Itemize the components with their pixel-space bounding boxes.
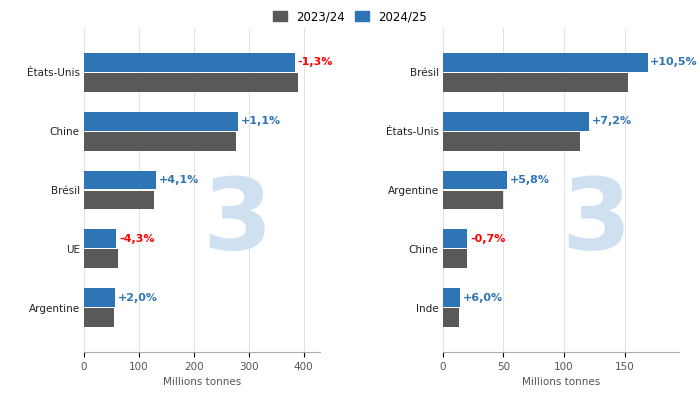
Bar bbox=[84, 190, 154, 210]
Bar bbox=[84, 112, 238, 130]
X-axis label: Millions tonnes: Millions tonnes bbox=[163, 377, 242, 387]
X-axis label: Millions tonnes: Millions tonnes bbox=[522, 377, 600, 387]
Bar bbox=[443, 190, 503, 210]
Bar bbox=[443, 308, 459, 327]
Bar bbox=[443, 230, 467, 248]
Bar bbox=[443, 53, 648, 72]
Bar bbox=[84, 132, 236, 150]
Text: +2,0%: +2,0% bbox=[118, 293, 158, 303]
Bar bbox=[84, 308, 114, 327]
Text: +7,2%: +7,2% bbox=[592, 116, 632, 126]
Bar bbox=[443, 73, 628, 92]
Bar bbox=[443, 112, 589, 130]
Text: -1,3%: -1,3% bbox=[298, 57, 333, 67]
Bar bbox=[84, 250, 118, 268]
Text: +6,0%: +6,0% bbox=[463, 293, 503, 303]
Text: +1,1%: +1,1% bbox=[241, 116, 281, 126]
Bar bbox=[84, 170, 157, 190]
Bar bbox=[443, 170, 507, 190]
Bar bbox=[443, 288, 460, 307]
Bar bbox=[84, 53, 295, 72]
Legend: 2023/24, 2024/25: 2023/24, 2024/25 bbox=[271, 8, 429, 26]
Bar bbox=[84, 288, 115, 307]
Bar bbox=[84, 230, 116, 248]
Bar bbox=[443, 132, 580, 150]
Bar bbox=[443, 250, 467, 268]
Text: 3: 3 bbox=[561, 174, 631, 271]
Text: -4,3%: -4,3% bbox=[119, 234, 155, 244]
Text: -0,7%: -0,7% bbox=[470, 234, 505, 244]
Bar bbox=[84, 73, 298, 92]
Text: +10,5%: +10,5% bbox=[650, 57, 698, 67]
Text: 3: 3 bbox=[203, 174, 272, 271]
Text: +5,8%: +5,8% bbox=[510, 175, 550, 185]
Text: +4,1%: +4,1% bbox=[160, 175, 199, 185]
